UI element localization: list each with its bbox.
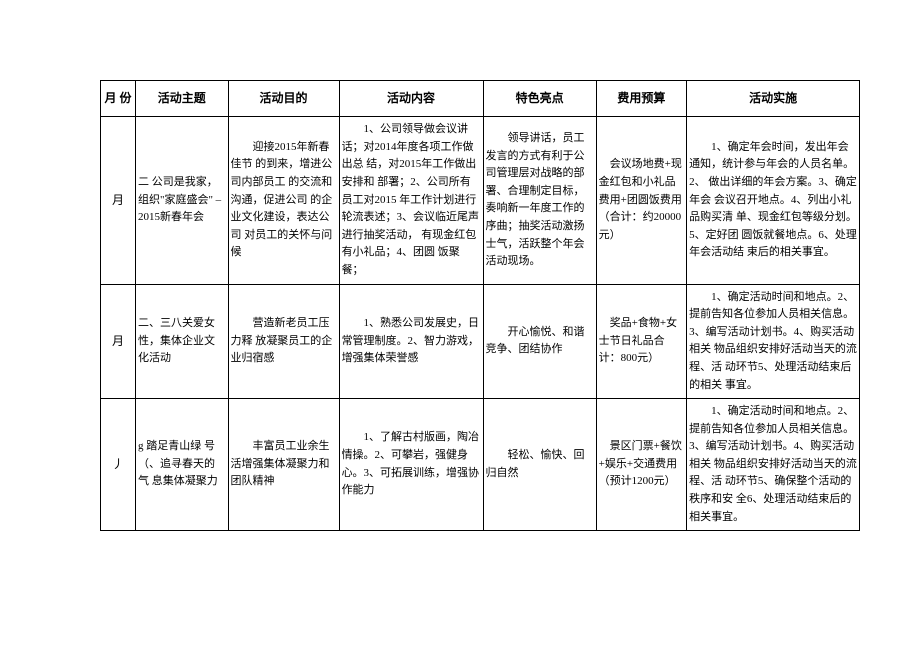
table-row: 丿 g 踏足青山绿 号（、追寻春天的气 息集体凝聚力 丰富员工业余生活增强集体凝… xyxy=(101,399,860,531)
cell-highlight: 领导讲话，员工发言的方式有利于公司管理层对战略的部署、合理制定目标，奏响新一年度… xyxy=(483,117,596,284)
cell-impl: 1、确定活动时间和地点。2、提前告知各位参加人员相关信息。3、编写活动计划书。4… xyxy=(687,399,860,531)
cell-budget: 奖品+食物+女士节日礼品合计：800元） xyxy=(596,284,687,399)
activity-table: 月 份 活动主题 活动目的 活动内容 特色亮点 费用预算 活动实施 月 二 公司… xyxy=(100,80,860,531)
table-row: 月 二、三八关爱女性，集体企业文化活动 营造新老员工压力释 放凝聚员工的企业归宿… xyxy=(101,284,860,399)
table-body: 月 二 公司是我家，组织"家庭盛会" –2015新春年会 迎接2015年新春佳节… xyxy=(101,117,860,531)
cell-content: 1、了解古村版画，陶冶情操。2、可攀岩，强健身心。3、可拓展训练，增强协作能力 xyxy=(339,399,483,531)
cell-impl: 1、确定活动时间和地点。2、提前告知各位参加人员相关信息。3、编写活动计划书。4… xyxy=(687,284,860,399)
cell-month: 月 xyxy=(101,284,136,399)
cell-budget: 景区门票+餐饮+娱乐+交通费用（预计1200元） xyxy=(596,399,687,531)
header-month: 月 份 xyxy=(101,81,136,117)
header-purpose: 活动目的 xyxy=(228,81,339,117)
document-page: 月 份 活动主题 活动目的 活动内容 特色亮点 费用预算 活动实施 月 二 公司… xyxy=(0,0,920,651)
header-impl: 活动实施 xyxy=(687,81,860,117)
cell-purpose: 营造新老员工压力释 放凝聚员工的企业归宿感 xyxy=(228,284,339,399)
table-row: 月 二 公司是我家，组织"家庭盛会" –2015新春年会 迎接2015年新春佳节… xyxy=(101,117,860,284)
cell-impl: 1、确定年会时间，发出年会通知，统计参与年会的人员名单。2、 做出详细的年会方案… xyxy=(687,117,860,284)
cell-highlight: 轻松、愉快、回归自然 xyxy=(483,399,596,531)
cell-purpose: 迎接2015年新春佳节 的到来，增进公司内部员工 的交流和沟通，促进公司 的企业… xyxy=(228,117,339,284)
table-header: 月 份 活动主题 活动目的 活动内容 特色亮点 费用预算 活动实施 xyxy=(101,81,860,117)
cell-budget: 会议场地费+现金红包和小礼品费用+团圆饭费用（合计：约20000元） xyxy=(596,117,687,284)
header-budget: 费用预算 xyxy=(596,81,687,117)
header-highlight: 特色亮点 xyxy=(483,81,596,117)
cell-purpose: 丰富员工业余生活增强集体凝聚力和团队精神 xyxy=(228,399,339,531)
cell-highlight: 开心愉悦、和谐竞争、团结协作 xyxy=(483,284,596,399)
header-theme: 活动主题 xyxy=(135,81,228,117)
cell-content: 1、熟悉公司发展史，日常管理制度。2、智力游戏，增强集体荣誉感 xyxy=(339,284,483,399)
cell-theme: g 踏足青山绿 号（、追寻春天的气 息集体凝聚力 xyxy=(135,399,228,531)
header-content: 活动内容 xyxy=(339,81,483,117)
cell-theme: 二、三八关爱女性，集体企业文化活动 xyxy=(135,284,228,399)
cell-theme: 二 公司是我家，组织"家庭盛会" –2015新春年会 xyxy=(135,117,228,284)
cell-month: 月 xyxy=(101,117,136,284)
cell-content: 1、公司领导做会议讲话；对2014年度各项工作做出总 结，对2015年工作做出安… xyxy=(339,117,483,284)
cell-month: 丿 xyxy=(101,399,136,531)
